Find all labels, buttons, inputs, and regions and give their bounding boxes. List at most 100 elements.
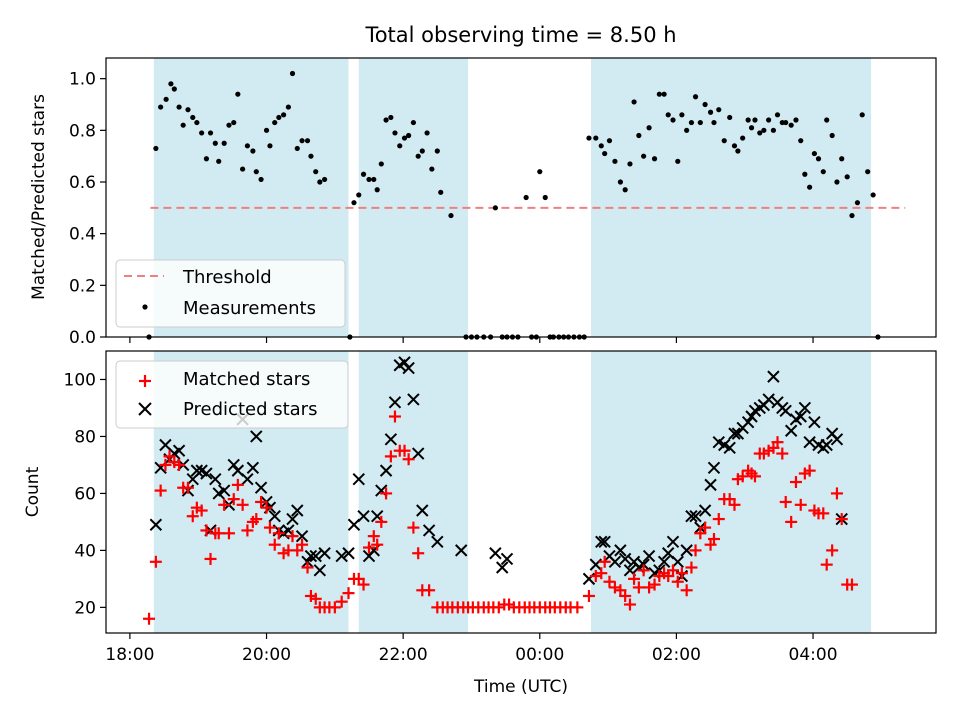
- measurement-point: [419, 148, 425, 154]
- predicted-star-marker: [411, 447, 425, 460]
- measurement-point: [360, 171, 367, 177]
- predicted-star-marker: [200, 467, 213, 480]
- predicted-star-marker: [342, 547, 355, 560]
- measurement-point: [299, 138, 305, 144]
- predicted-legend-swatch: [138, 402, 152, 416]
- bottom-y-tick-label: 80: [74, 427, 96, 447]
- measurement-point: [586, 135, 592, 141]
- predicted-star-marker: [798, 401, 812, 415]
- top-y-axis-label: Matched/Predicted stars: [29, 94, 49, 300]
- top-y-tick-label: 0.4: [69, 225, 96, 245]
- measurement-point: [304, 138, 311, 144]
- measurement-points: [146, 70, 881, 340]
- matched-star-marker: [728, 498, 741, 511]
- measurement-point: [203, 156, 210, 162]
- measurement-point: [180, 122, 186, 128]
- measurement-point: [721, 138, 727, 144]
- matched-star-marker: [689, 544, 702, 557]
- predicted-star-marker: [489, 547, 502, 560]
- measurement-point: [438, 189, 444, 195]
- predicted-star-marker: [618, 552, 632, 566]
- matched-star-marker: [817, 507, 830, 520]
- measurement-point: [356, 192, 362, 198]
- measurement-point: [670, 117, 676, 123]
- matched-star-marker: [771, 436, 784, 449]
- bottom-y-ticks: 20 40 60 80 100: [64, 370, 106, 618]
- measurement-point: [267, 143, 273, 149]
- matched-star-marker: [571, 601, 584, 614]
- matched-star-marker: [371, 538, 384, 551]
- measurement-point: [434, 148, 440, 154]
- measurement-point: [636, 132, 642, 139]
- predicted-star-marker: [254, 481, 268, 494]
- measurement-point: [593, 135, 599, 141]
- measurement-point: [235, 91, 241, 97]
- matched-star-marker: [195, 504, 208, 517]
- matched-star-marker: [260, 501, 273, 514]
- matched-star-marker: [367, 530, 380, 543]
- matched-star-marker: [803, 464, 816, 477]
- top-y-tick-label: 0.0: [69, 328, 96, 348]
- matched-star-marker: [342, 587, 355, 600]
- predicted-star-marker: [286, 512, 299, 526]
- measurement-point: [272, 119, 278, 126]
- matched-star-marker: [384, 450, 397, 463]
- bottom-shaded-region: [358, 351, 469, 633]
- matched-star-marker: [335, 595, 348, 608]
- measurement-point: [397, 143, 403, 149]
- measurement-point: [289, 70, 296, 77]
- matched-star-marker: [671, 575, 684, 588]
- predicted-star-marker: [172, 444, 186, 457]
- measurement-point: [870, 192, 876, 198]
- measurement-point: [761, 127, 767, 133]
- matched-legend-swatch: [139, 375, 151, 387]
- predicted-star-marker: [217, 484, 231, 497]
- measurement-point: [622, 187, 628, 193]
- predicted-star-marker: [614, 544, 627, 557]
- measurement-point: [752, 117, 758, 123]
- predicted-star-marker: [407, 393, 420, 406]
- measurement-point: [783, 119, 789, 126]
- measurement-point: [665, 112, 671, 118]
- measurement-point: [811, 150, 818, 157]
- measurement-point: [617, 179, 623, 185]
- matched-star-marker: [200, 524, 213, 537]
- measurement-point: [216, 158, 222, 164]
- bottom-shaded-region: [591, 351, 872, 633]
- predicted-star-marker: [402, 361, 415, 375]
- matched-star-marker: [680, 584, 693, 597]
- measurement-point: [844, 174, 850, 180]
- predicted-star-marker: [830, 433, 844, 446]
- measurement-point: [171, 86, 177, 92]
- measurement-point: [697, 119, 703, 126]
- measurement-point: [612, 158, 618, 164]
- matched-star-marker: [779, 495, 792, 508]
- matched-star-marker: [582, 589, 595, 602]
- matched-star-marker: [707, 533, 720, 545]
- matched-star-marker: [212, 527, 225, 540]
- measurement-point: [294, 145, 300, 152]
- top-y-ticks: 0.0 0.2 0.4 0.6 0.8 1.0: [69, 70, 106, 348]
- matched-star-marker: [685, 561, 698, 574]
- matched-star-marker: [699, 521, 712, 534]
- matched-star-marker: [357, 578, 370, 591]
- matched-star-marker: [173, 458, 186, 471]
- measurement-point: [602, 150, 608, 157]
- measurement-point: [651, 156, 658, 162]
- measurement-point: [250, 148, 256, 154]
- matched-star-marker: [218, 498, 231, 511]
- predicted-star-marker: [455, 544, 468, 557]
- figure-title: Total observing time = 8.50 h: [364, 23, 676, 47]
- matched-star-marker: [830, 487, 843, 500]
- measurement-point: [727, 114, 733, 121]
- measurement-point: [207, 130, 214, 136]
- matched-star-marker: [675, 567, 688, 580]
- measurement-point: [745, 117, 751, 123]
- predicted-star-marker: [741, 416, 755, 429]
- matched-star-marker: [328, 601, 341, 614]
- measurement-point: [401, 135, 408, 141]
- matched-star-marker: [363, 541, 376, 554]
- bottom-legend-box: [115, 360, 349, 429]
- matched-stars-points: [143, 410, 858, 625]
- bottom-y-tick-label: 20: [74, 598, 96, 618]
